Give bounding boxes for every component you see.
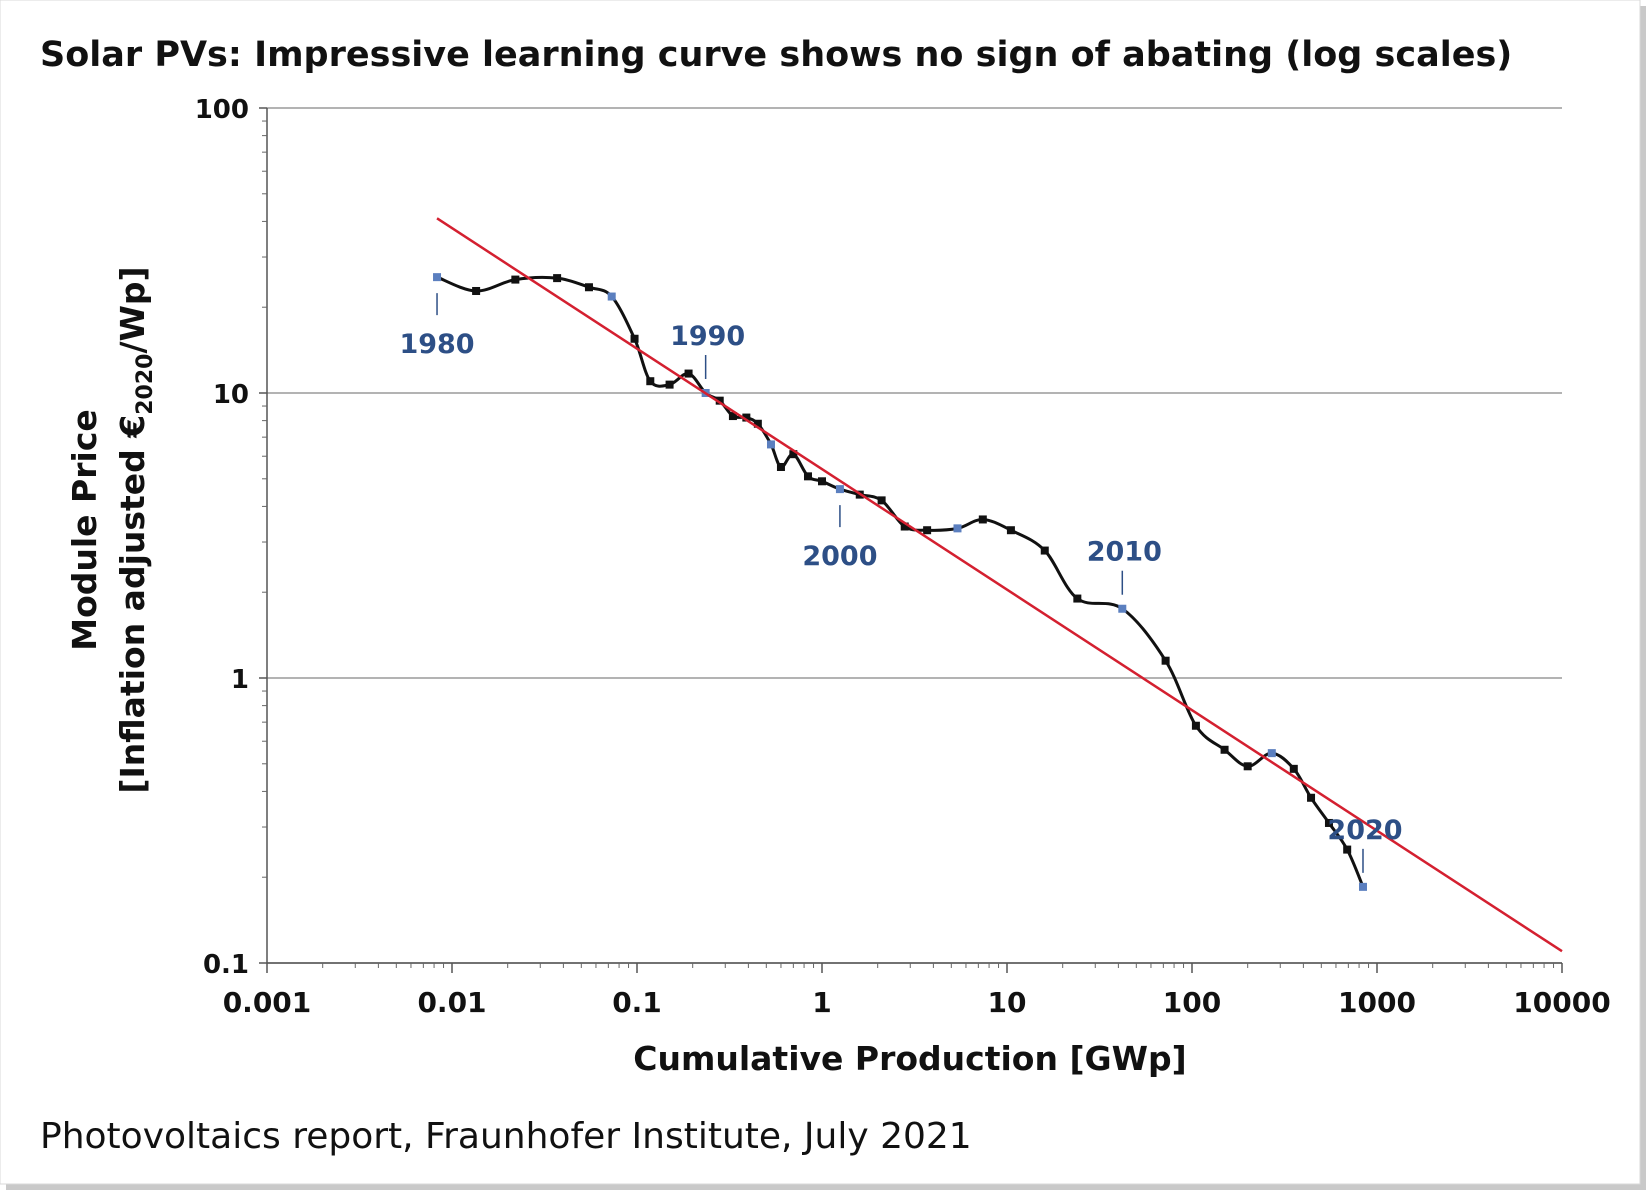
data-point: [1220, 745, 1229, 754]
plot-area: 100 10 1 0.1 0.001 0.01 0.1 1 10 100 1000 10000 19…: [195, 95, 1611, 1019]
data-point: [630, 334, 639, 343]
data-point: [742, 413, 751, 422]
y-axis-label-subscript: 2020: [133, 354, 158, 415]
trend-line: [436, 217, 1563, 953]
data-point: [818, 477, 826, 486]
year-marker-point: [766, 440, 775, 449]
source-caption: Photovoltaics report, Fraunhofer Institu…: [40, 1116, 972, 1157]
year-marker-point: [607, 292, 616, 301]
data-point: [1040, 546, 1049, 555]
data-point: [472, 286, 481, 295]
axes: [259, 107, 1563, 973]
data-point: [1324, 818, 1333, 827]
x-tick-label: 0.001: [223, 986, 312, 1019]
y-tick-label: 1: [231, 665, 249, 695]
data-point: [803, 472, 812, 481]
year-marker-point: [1358, 882, 1367, 891]
x-tick-label: 10: [988, 986, 1027, 1019]
annotations: 1980 1990 2000 2010 2020: [399, 293, 1403, 873]
year-annotation: 2020: [1327, 815, 1402, 846]
y-axis-label-line2: [Inflation adjusted €2020/Wp]: [113, 266, 158, 793]
y-tick-label: 10: [213, 380, 249, 410]
year-annotation: 1990: [670, 321, 745, 352]
year-annotation: 2000: [802, 541, 877, 572]
data-point: [1006, 526, 1015, 535]
x-axis-label: Cumulative Production [GWp]: [633, 1039, 1186, 1078]
data-point: [1307, 793, 1316, 802]
x-tick-label: 10000: [1513, 986, 1610, 1019]
data-point: [684, 369, 693, 378]
y-axis-label-prefix: [Inflation adjusted €: [113, 415, 152, 794]
data-point: [728, 412, 737, 421]
x-tick-label: 1: [812, 986, 831, 1019]
year-marker-point: [835, 485, 844, 494]
year-marker-point: [1118, 604, 1127, 613]
data-point: [553, 274, 562, 283]
year-marker-point: [953, 524, 962, 533]
data-point: [877, 496, 886, 505]
data-point: [1289, 764, 1298, 773]
data-point: [715, 396, 724, 405]
year-annotation: 1980: [399, 329, 474, 360]
data-point: [1343, 845, 1352, 854]
data-point: [1191, 721, 1200, 730]
data-point: [1243, 762, 1252, 771]
x-tick-label: 0.01: [417, 986, 486, 1019]
year-annotation: 2010: [1087, 537, 1162, 568]
data-point: [665, 380, 674, 389]
x-tick-label: 100: [1163, 986, 1221, 1019]
y-axis-label-suffix: /Wp]: [113, 266, 152, 353]
y-axis-label: Module Price [Inflation adjusted €2020/W…: [65, 266, 158, 793]
x-tick-label: 0.1: [612, 986, 662, 1019]
data-point: [1161, 656, 1170, 665]
minor-ticks: [262, 120, 1555, 968]
y-axis-label-line1: Module Price: [65, 409, 104, 651]
x-tick-label: 1000: [1338, 986, 1416, 1019]
series-layer: [433, 217, 1563, 953]
data-point: [1073, 594, 1082, 603]
data-point: [753, 419, 762, 428]
y-tick-label: 100: [195, 95, 249, 125]
year-marker-point: [1267, 749, 1276, 758]
chart-title: Solar PVs: Impressive learning curve sho…: [40, 35, 1512, 75]
data-point: [646, 377, 655, 386]
data-point: [511, 275, 520, 284]
y-tick-label: 0.1: [203, 950, 249, 980]
data-point: [789, 450, 798, 459]
year-marker-point: [433, 273, 442, 282]
x-tick-labels: 0.001 0.01 0.1 1 10 100 1000 10000: [223, 986, 1611, 1019]
data-point: [923, 526, 932, 535]
y-tick-labels: 100 10 1 0.1: [195, 95, 249, 980]
data-point: [776, 462, 785, 471]
data-point: [978, 515, 987, 524]
data-point: [584, 283, 593, 292]
data-point: [900, 522, 909, 531]
